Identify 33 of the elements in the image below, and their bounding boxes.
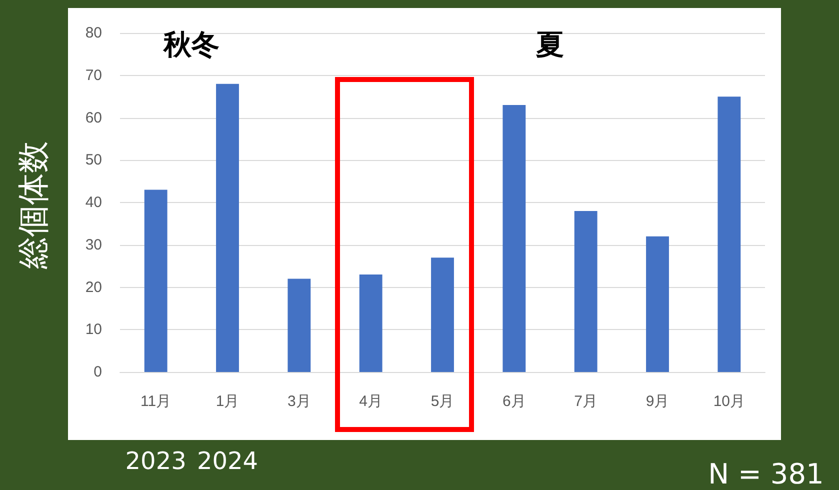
y-axis-title: 総個体数 — [13, 141, 53, 269]
y-tick-label: 20 — [85, 278, 102, 296]
text: 2023 — [125, 447, 186, 475]
bar — [359, 274, 382, 372]
y-tick-label: 80 — [85, 24, 102, 42]
annotation: 秋冬 — [164, 27, 220, 63]
y-tick-label: 30 — [85, 236, 102, 254]
x-tick-label: 6月 — [502, 393, 526, 410]
bar — [288, 278, 311, 372]
bar — [144, 190, 168, 372]
x-tick-label: 11月 — [140, 393, 172, 410]
bar — [718, 96, 741, 372]
x-tick-label: 5月 — [430, 393, 454, 410]
bar — [431, 258, 454, 372]
x-tick-label: 1月 — [216, 393, 240, 410]
x-tick-label: 7月 — [574, 393, 598, 410]
y-tick-label: 50 — [85, 152, 102, 169]
x-tick-label: 4月 — [359, 393, 383, 410]
y-tick-label: 40 — [85, 194, 102, 211]
y-tick-label: 60 — [85, 109, 102, 126]
x-tick-label: 3月 — [287, 393, 311, 410]
bar — [574, 210, 598, 372]
bar — [646, 236, 669, 372]
bar — [216, 84, 239, 372]
y-tick-label: 10 — [85, 321, 102, 338]
text: N = 381 — [708, 458, 824, 490]
annotation: 夏 — [536, 27, 564, 63]
bar — [502, 105, 526, 372]
x-tick-label: 10月 — [713, 393, 746, 410]
y-tick-label: 0 — [94, 364, 102, 380]
y-tick-label: 70 — [85, 66, 102, 84]
text: 2024 — [196, 447, 258, 475]
x-tick-label: 9月 — [646, 393, 670, 410]
